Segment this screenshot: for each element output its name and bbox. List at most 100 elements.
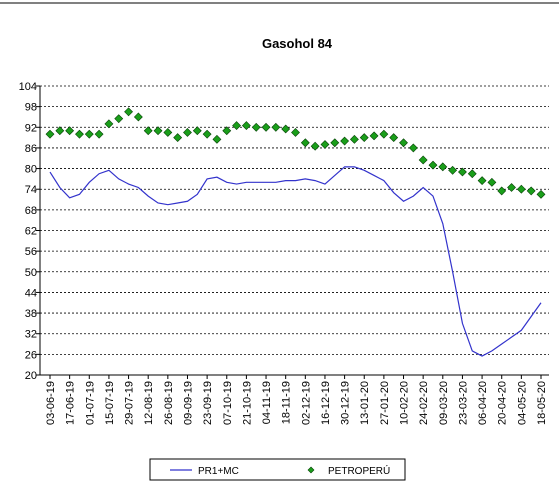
point xyxy=(271,122,281,132)
point xyxy=(349,134,359,144)
y-tick-label: 86 xyxy=(25,143,37,155)
point xyxy=(124,107,133,117)
point xyxy=(536,189,546,199)
y-tick-label: 44 xyxy=(25,287,37,299)
x-tick-label: 20-04-20 xyxy=(497,381,509,425)
point xyxy=(340,136,350,146)
point xyxy=(55,126,65,136)
point xyxy=(173,133,183,143)
point xyxy=(477,176,487,186)
point xyxy=(300,138,310,148)
point xyxy=(369,131,379,141)
point xyxy=(104,119,114,129)
point xyxy=(202,129,212,139)
x-tick-label: 06-04-20 xyxy=(477,381,489,425)
x-tick-label: 04-05-20 xyxy=(516,381,528,425)
point xyxy=(291,128,300,137)
point xyxy=(458,167,467,177)
x-tick-label: 21-10-19 xyxy=(241,381,253,425)
point xyxy=(153,126,163,136)
x-tick-label: 29-07-19 xyxy=(124,381,136,425)
y-tick-label: 80 xyxy=(25,164,37,176)
y-tick-label: 104 xyxy=(19,81,37,93)
point xyxy=(428,160,438,170)
legend-box xyxy=(149,458,406,481)
x-tick-label: 13-01-20 xyxy=(359,381,371,425)
point xyxy=(183,128,192,137)
point xyxy=(320,140,330,149)
point xyxy=(516,184,526,194)
point xyxy=(65,126,75,136)
legend-label: PR1+MC xyxy=(198,466,239,477)
point xyxy=(222,126,232,136)
point xyxy=(507,183,516,192)
point xyxy=(408,143,418,153)
y-tick-label: 62 xyxy=(25,226,37,238)
x-tick-label: 16-12-19 xyxy=(320,381,332,425)
point xyxy=(232,121,242,130)
point xyxy=(389,133,399,143)
x-tick-label: 26-08-19 xyxy=(163,381,175,425)
y-tick-label: 56 xyxy=(25,246,37,258)
point xyxy=(418,155,428,165)
point xyxy=(330,138,340,148)
point xyxy=(143,126,153,136)
x-tick-label: 23-03-20 xyxy=(457,381,469,425)
point xyxy=(448,165,458,175)
y-tick-label: 74 xyxy=(25,184,37,196)
point xyxy=(45,129,55,139)
point xyxy=(261,122,271,132)
x-tick-label: 15-07-19 xyxy=(104,381,116,425)
x-tick-label: 30-12-19 xyxy=(340,381,352,425)
x-tick-label: 23-09-19 xyxy=(202,381,214,425)
x-tick-label: 03-06-19 xyxy=(45,381,57,425)
point xyxy=(163,128,173,137)
x-tick-label: 18-11-19 xyxy=(281,381,293,424)
y-tick-label: 20 xyxy=(25,370,37,382)
line-series xyxy=(49,166,542,357)
point xyxy=(497,186,507,196)
y-tick-label: 32 xyxy=(25,329,37,341)
y-tick-label: 38 xyxy=(25,308,37,320)
legend-label: PETROPERÚ xyxy=(328,464,390,477)
point xyxy=(487,177,497,187)
x-tick-label: 02-12-19 xyxy=(300,381,312,425)
point xyxy=(84,129,94,139)
point xyxy=(241,121,251,130)
point xyxy=(281,124,291,134)
point xyxy=(310,141,320,151)
point xyxy=(94,129,104,139)
point xyxy=(192,126,202,136)
legend-marker xyxy=(307,466,315,474)
x-tick-label: 17-06-19 xyxy=(65,381,77,425)
point xyxy=(212,134,222,144)
chart-title: Gasohol 84 xyxy=(262,36,333,51)
y-tick-label: 92 xyxy=(25,122,37,134)
point xyxy=(399,138,408,148)
x-tick-label: 04-11-19 xyxy=(261,381,273,424)
point xyxy=(75,129,84,139)
point xyxy=(359,133,369,143)
x-tick-label: 01-07-19 xyxy=(84,381,96,425)
point xyxy=(114,114,124,124)
point xyxy=(133,112,143,122)
point xyxy=(379,129,389,139)
x-tick-label: 09-03-20 xyxy=(438,381,450,425)
point xyxy=(467,169,477,179)
point xyxy=(526,186,536,196)
y-tick-label: 68 xyxy=(25,205,37,217)
y-tick-label: 98 xyxy=(25,102,37,114)
point xyxy=(438,162,448,172)
x-tick-label: 07-10-19 xyxy=(222,381,234,425)
x-tick-label: 18-05-20 xyxy=(536,381,548,425)
x-tick-label: 10-02-20 xyxy=(399,381,411,425)
point xyxy=(251,122,261,132)
x-tick-label: 27-01-20 xyxy=(379,381,391,425)
y-tick-label: 50 xyxy=(25,267,37,279)
x-tick-label: 24-02-20 xyxy=(418,381,430,425)
x-tick-label: 09-09-19 xyxy=(182,381,194,425)
y-tick-label: 26 xyxy=(25,349,37,361)
x-tick-label: 12-08-19 xyxy=(143,381,155,425)
